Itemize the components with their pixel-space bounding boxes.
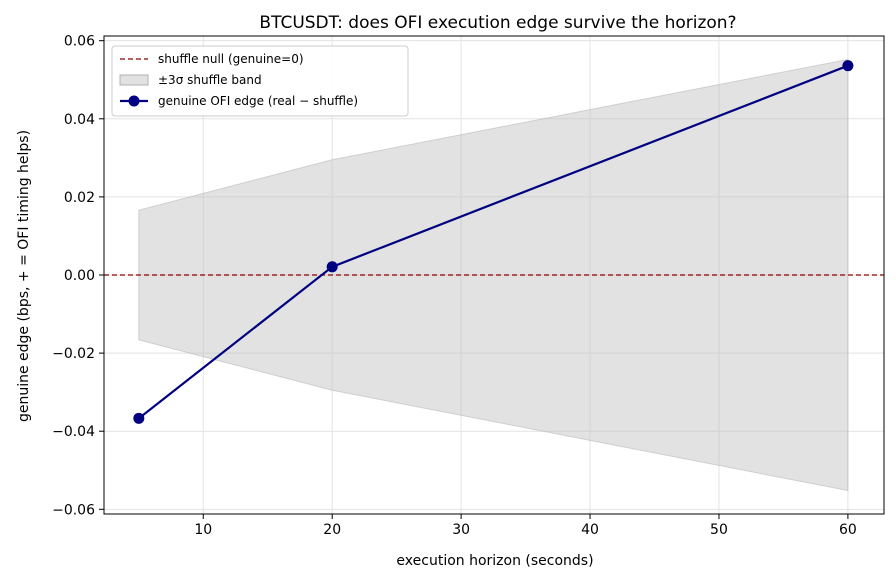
y-tick-label: 0.00 — [64, 268, 95, 284]
series-layer — [133, 60, 854, 424]
edge-point — [326, 261, 338, 273]
legend-label: genuine OFI edge (real − shuffle) — [158, 94, 358, 108]
x-tick-label: 40 — [581, 522, 599, 538]
chart-title: BTCUSDT: does OFI execution edge survive… — [259, 13, 736, 33]
legend: shuffle null (genuine=0) ±3σ shuffle band… — [111, 45, 409, 117]
legend-band-swatch — [119, 74, 149, 86]
y-tick-label: 0.02 — [64, 190, 95, 206]
shuffle-band-layer — [138, 58, 849, 492]
y-tick-label: 0.04 — [64, 112, 95, 128]
x-axis-label: execution horizon (seconds) — [396, 553, 593, 569]
x-tick-label: 10 — [194, 522, 212, 538]
edge-point — [133, 412, 145, 424]
legend-label: ±3σ shuffle band — [158, 73, 262, 87]
ticks: 10 20 30 40 50 60 −0.06 −0.04 −0.02 0.00 0.02 0.04 0… — [52, 34, 857, 538]
x-tick-label: 50 — [710, 522, 728, 538]
y-tick-label: −0.02 — [52, 346, 95, 362]
legend-box — [111, 45, 409, 117]
shuffle-band — [138, 58, 849, 492]
legend-label: shuffle null (genuine=0) — [158, 52, 304, 66]
x-tick-label: 60 — [839, 522, 857, 538]
y-tick-label: −0.04 — [52, 424, 95, 440]
legend-marker-swatch — [128, 95, 140, 107]
y-tick-label: −0.06 — [52, 502, 95, 518]
edge-point — [842, 60, 854, 72]
y-tick-label: 0.06 — [64, 34, 95, 50]
x-tick-label: 20 — [323, 522, 341, 538]
x-tick-label: 30 — [452, 522, 470, 538]
y-axis-label: genuine edge (bps, + = OFI timing helps) — [16, 130, 32, 422]
